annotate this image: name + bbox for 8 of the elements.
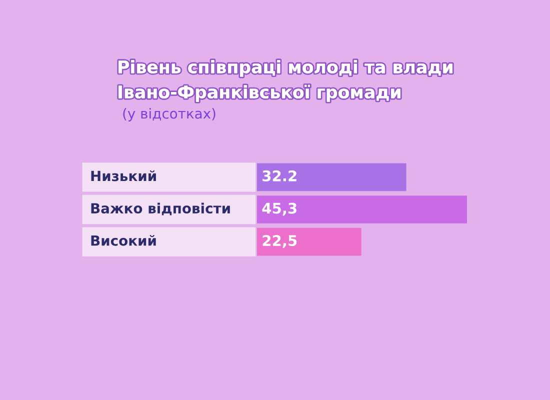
y-tick-label: Низький — [91, 170, 156, 182]
data-label: 22,5 — [262, 235, 297, 248]
chart-subtitle: (у відсотках) — [123, 108, 216, 122]
y-tick-label: Високий — [91, 235, 156, 246]
data-label: 45,3 — [262, 202, 296, 216]
chart-title: Рівень співпраці молоді та влади Івано-Франківської громади — [118, 60, 452, 102]
data-label: 32.2 — [262, 170, 296, 182]
y-tick-label: Важко відповісти — [91, 202, 230, 216]
